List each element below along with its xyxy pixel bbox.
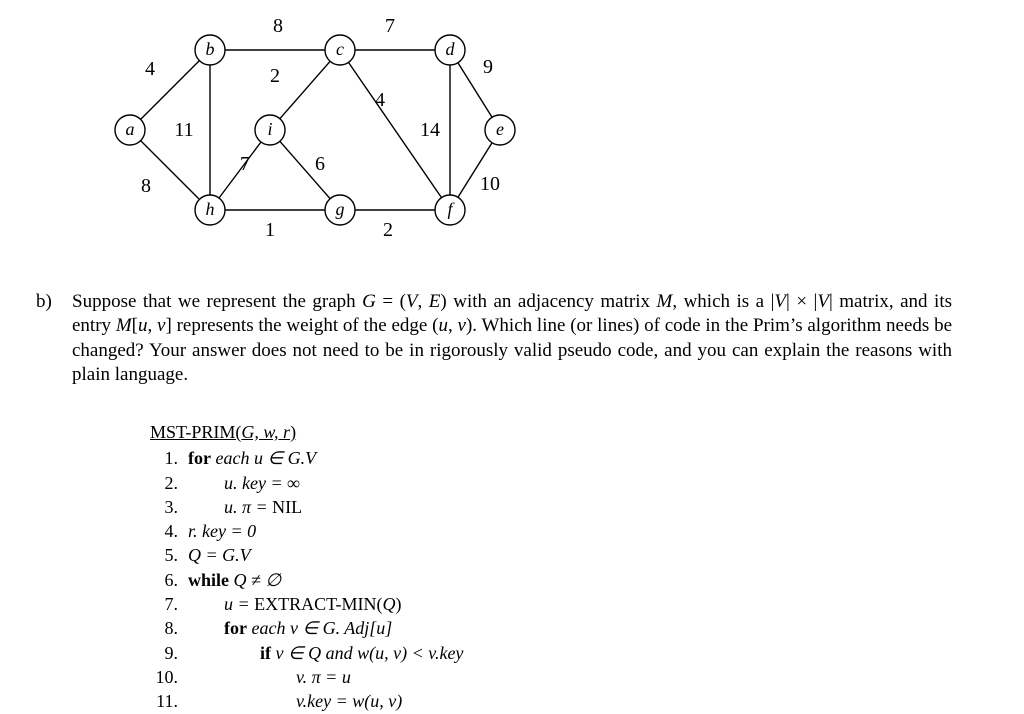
- algo-text: each u ∈ G.V: [211, 448, 316, 468]
- algo-line-2: 2. u. key = ∞: [150, 471, 463, 495]
- algo-line-4: 4. r. key = 0: [150, 519, 463, 543]
- svg-text:6: 6: [315, 153, 325, 175]
- svg-text:7: 7: [240, 153, 250, 175]
- algo-text: ): [396, 594, 402, 614]
- svg-text:8: 8: [141, 175, 151, 197]
- line-number: 3.: [150, 495, 178, 519]
- svg-text:7: 7: [385, 15, 395, 37]
- algo-text: NIL: [272, 497, 302, 517]
- algo-line-9: 9. if v ∈ Q and w(u, v) < v.key: [150, 641, 463, 665]
- algo-text: u =: [224, 594, 254, 614]
- algo-text: v ∈ Q and w(u, v) < v.key: [271, 643, 463, 663]
- line-number: 10.: [150, 665, 178, 689]
- algo-line-3: 3. u. π = NIL: [150, 495, 463, 519]
- kw-for: for: [188, 448, 211, 468]
- algo-text: each v ∈ G. Adj[u]: [247, 618, 392, 638]
- algo-line-8: 8. for each v ∈ G. Adj[u]: [150, 616, 463, 640]
- line-number: 5.: [150, 543, 178, 567]
- question-marker: b): [36, 290, 52, 314]
- svg-text:4: 4: [145, 58, 155, 80]
- algo-title-close: ): [290, 422, 296, 442]
- svg-text:4: 4: [375, 89, 385, 111]
- line-number: 2.: [150, 471, 178, 495]
- algo-line-10: 10. v. π = u: [150, 665, 463, 689]
- algo-line-11: 11. v.key = w(u, v): [150, 689, 463, 713]
- algo-text: Q: [383, 594, 396, 614]
- question-text: Suppose that we represent the graph G = …: [72, 291, 952, 385]
- graph-figure: 48811742914102167abcdefghi: [80, 10, 600, 250]
- svg-text:1: 1: [265, 219, 275, 241]
- svg-text:e: e: [496, 119, 504, 139]
- svg-text:i: i: [267, 119, 272, 139]
- line-number: 8.: [150, 616, 178, 640]
- algo-line-6: 6. while Q ≠ ∅: [150, 568, 463, 592]
- line-number: 11.: [150, 689, 178, 713]
- svg-text:a: a: [126, 119, 135, 139]
- algo-title-name: MST-PRIM(: [150, 422, 241, 442]
- algo-title-args: G, w, r: [241, 422, 290, 442]
- svg-text:b: b: [206, 39, 215, 59]
- line-number: 9.: [150, 641, 178, 665]
- line-number: 4.: [150, 519, 178, 543]
- svg-text:2: 2: [383, 219, 393, 241]
- algo-text: Q ≠ ∅: [229, 570, 281, 590]
- line-number: 7.: [150, 592, 178, 616]
- algo-text: u. key = ∞: [188, 473, 300, 493]
- kw-if: if: [260, 643, 271, 663]
- svg-text:2: 2: [270, 65, 280, 87]
- kw-while: while: [188, 570, 229, 590]
- svg-text:9: 9: [483, 56, 493, 78]
- kw-for: for: [224, 618, 247, 638]
- svg-text:14: 14: [420, 119, 440, 141]
- svg-text:c: c: [336, 39, 344, 59]
- question-block: b) Suppose that we represent the graph G…: [72, 290, 952, 387]
- algo-line-5: 5. Q = G.V: [150, 543, 463, 567]
- svg-text:g: g: [336, 199, 345, 219]
- algorithm-block: MST-PRIM(G, w, r) 1. for each u ∈ G.V 2. u…: [150, 420, 463, 714]
- svg-text:8: 8: [273, 15, 283, 37]
- svg-text:10: 10: [480, 173, 500, 195]
- algo-text: v. π = u: [188, 667, 351, 687]
- algorithm-title: MST-PRIM(G, w, r): [150, 420, 463, 444]
- svg-text:d: d: [446, 39, 456, 59]
- graph-svg: 48811742914102167abcdefghi: [80, 10, 560, 250]
- line-number: 6.: [150, 568, 178, 592]
- algo-text: r. key = 0: [188, 521, 256, 541]
- algo-text: Q = G.V: [188, 545, 251, 565]
- algo-text: u. π =: [224, 497, 272, 517]
- algo-line-1: 1. for each u ∈ G.V: [150, 446, 463, 470]
- svg-text:11: 11: [174, 119, 193, 141]
- algo-line-7: 7. u = EXTRACT-MIN(Q): [150, 592, 463, 616]
- line-number: 1.: [150, 446, 178, 470]
- algo-text: EXTRACT-MIN(: [254, 594, 382, 614]
- algo-text: v.key = w(u, v): [188, 691, 402, 711]
- svg-text:h: h: [206, 199, 215, 219]
